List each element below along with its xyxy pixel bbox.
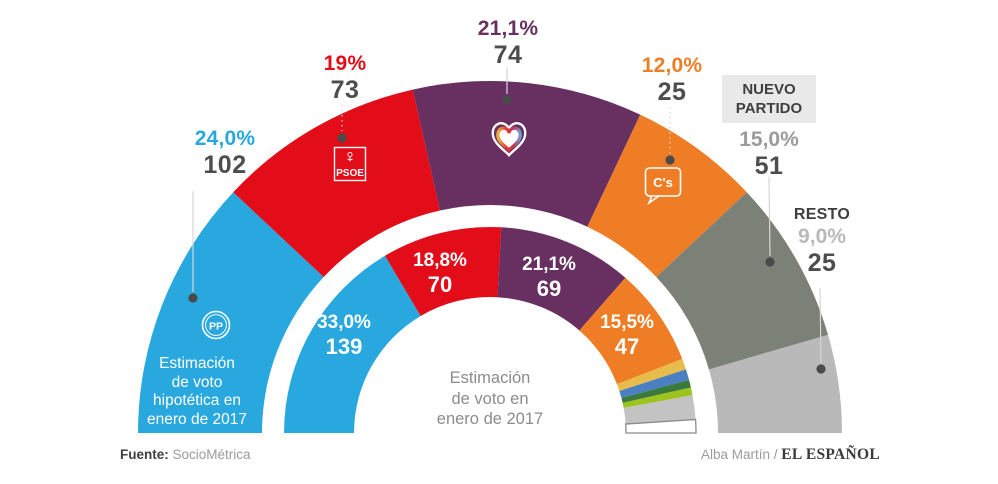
outer-caption-line-3: hipotética en — [153, 392, 241, 409]
pp-logo-outer-ring — [201, 310, 231, 340]
psoe-logo: PSOE — [333, 146, 367, 182]
inner-segment-minor-2 — [619, 369, 690, 398]
pp-seats: 102 — [203, 151, 247, 179]
marker-dot-resto — [816, 364, 826, 374]
resto-percent: 9,0% — [798, 225, 846, 248]
psoe-seats: 73 — [330, 76, 360, 104]
cs-logo: C's — [644, 167, 682, 206]
inner-psoe-percent: 18,8% — [413, 250, 467, 271]
inner-cs-percent: 15,5% — [600, 312, 654, 333]
credit-author: Alba Martín / — [700, 447, 778, 462]
inner-podemos-seats: 69 — [536, 276, 562, 301]
inner-label-podemos: 21,1% 69 — [522, 254, 576, 301]
podemos-heart-core — [496, 126, 522, 153]
callout-cs: 12,0% 25 — [642, 54, 703, 106]
inner-pp-seats: 139 — [325, 334, 363, 359]
marker-dot-cs — [665, 155, 675, 165]
inner-segment-PP — [284, 255, 421, 433]
marker-dot-psoe — [337, 133, 347, 143]
leader-lines — [192, 67, 822, 364]
callout-podemos: 21,1% 74 — [478, 17, 539, 69]
cs-logo-text: C's — [653, 175, 673, 190]
inner-segment-PODEMOS — [497, 227, 626, 331]
inner-label-pp: 33,0% 139 — [317, 312, 371, 359]
marker-dots — [188, 95, 826, 374]
podemos-seats: 74 — [493, 41, 523, 69]
inner-podemos-percent: 21,1% — [522, 254, 576, 275]
donut-rings — [138, 80, 842, 434]
callout-psoe: 19% 73 — [324, 52, 367, 104]
credit-brand-el-espanol: EL ESPAÑOL — [781, 446, 880, 463]
inner-segment-C's — [579, 277, 683, 385]
author-credit: Alba Martín / EL ESPAÑOL — [701, 446, 880, 464]
inner-psoe-seats: 70 — [427, 272, 453, 297]
marker-dot-pp — [188, 293, 198, 303]
inner-cs-seats: 47 — [614, 334, 640, 359]
cs-logo-bubble — [644, 167, 682, 197]
source-credit: Fuente: SocioMétrica — [120, 447, 251, 462]
pp-logo-text: PP — [209, 321, 223, 333]
psoe-logo-text: PSOE — [336, 168, 364, 179]
outer-caption-line-4: enero de 2017 — [147, 410, 247, 428]
resto-seats: 25 — [807, 249, 837, 277]
source-label: Fuente: — [120, 447, 169, 462]
outer-ring-caption: Estimación de voto hipotética en enero d… — [147, 355, 247, 429]
outer-segment-RESTO — [708, 334, 842, 433]
inner-segment-PSOE — [384, 226, 502, 317]
resto-name: RESTO — [793, 206, 851, 223]
cs-seats: 25 — [657, 78, 687, 106]
inner-segment-minor-1 — [616, 359, 686, 392]
psoe-percent: 19% — [323, 52, 367, 75]
outer-segment-PODEMOS — [412, 80, 641, 227]
podemos-percent: 21,1% — [477, 17, 539, 40]
callout-pp: 24,0% 102 — [195, 127, 256, 179]
callout-nuevo-partido: NUEVO PARTIDO 15,0% 51 — [722, 75, 816, 180]
nuevo-partido-seats: 51 — [754, 152, 784, 180]
outer-caption-line-2: de voto — [171, 373, 223, 391]
callout-resto: RESTO 9,0% 25 — [794, 205, 850, 277]
outer-caption-line-1: Estimación — [159, 355, 235, 372]
source-value: SocioMétrica — [172, 447, 251, 462]
pp-logo-inner-ring — [205, 314, 227, 336]
cs-percent: 12,0% — [641, 54, 703, 77]
inner-segment-minor-4 — [622, 387, 693, 408]
outer-segment-PP — [138, 192, 324, 433]
podemos-heart-logo — [491, 122, 527, 158]
nuevo-partido-name-box: NUEVO PARTIDO — [722, 75, 816, 123]
cs-logo-bubble-tail — [647, 194, 660, 206]
marker-dot-nuevo-partido — [765, 257, 775, 267]
outer-segment-PSOE — [233, 89, 440, 278]
pp-logo: PP — [201, 310, 231, 340]
leader-line-resto — [819, 287, 822, 364]
nuevo-partido-percent: 15,0% — [739, 128, 799, 151]
pp-percent: 24,0% — [194, 127, 256, 150]
inner-caption-line-2: de voto en — [451, 389, 529, 408]
psoe-logo-frame — [333, 146, 367, 182]
inner-ring-caption: Estimación de voto en enero de 2017 — [437, 368, 543, 430]
inner-segment-minor-6 — [625, 418, 697, 434]
inner-segment-minor-5 — [623, 395, 696, 425]
leader-line-nuevo-partido — [768, 176, 771, 257]
psoe-fist-rose-icon — [347, 151, 353, 162]
inner-pp-percent: 33,0% — [317, 312, 371, 333]
inner-label-psoe: 18,8% 70 — [413, 250, 467, 297]
marker-dot-podemos — [502, 95, 512, 105]
inner-caption-line-3: enero de 2017 — [436, 410, 544, 428]
inner-segment-minor-3 — [621, 379, 691, 403]
outer-segment-NUEVO PARTIDO — [656, 192, 829, 370]
inner-label-cs: 15,5% 47 — [600, 312, 654, 359]
inner-caption-line-1: Estimación — [449, 369, 531, 387]
